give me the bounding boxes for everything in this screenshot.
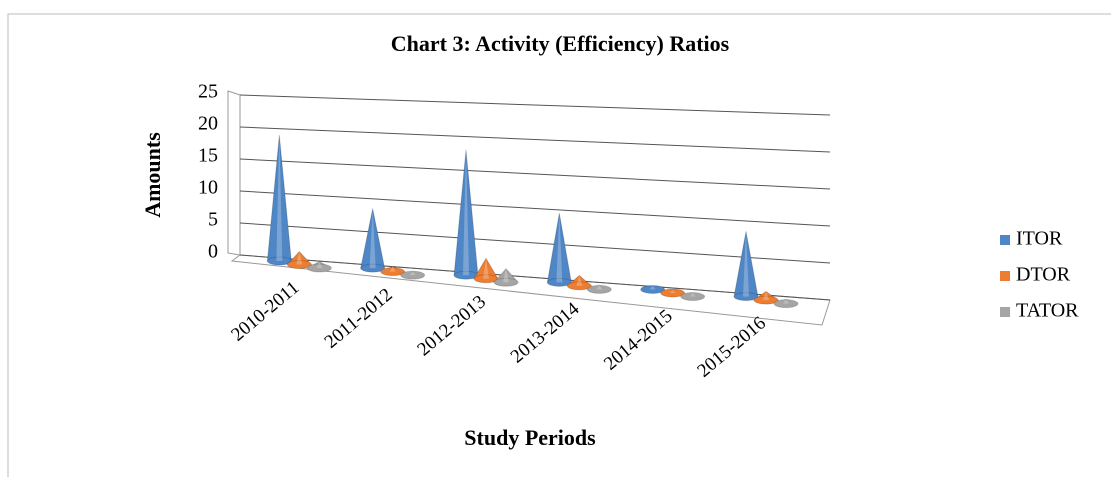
legend-label: DTOR <box>1016 264 1071 286</box>
grid-line <box>239 158 831 190</box>
cone <box>640 284 666 294</box>
cone-base <box>493 277 519 287</box>
cone-highlight <box>649 285 656 290</box>
x-tick-label: 2010-2011 <box>227 277 303 346</box>
legend-swatch <box>1000 271 1010 281</box>
legend-swatch <box>1000 235 1010 245</box>
y-tick-label: 5 <box>208 209 218 231</box>
cone-highlight <box>389 266 396 272</box>
side-wall <box>227 90 241 256</box>
cone-highlight <box>503 268 509 283</box>
cone <box>733 231 759 302</box>
frame <box>7 13 1111 477</box>
cone-highlight <box>463 149 469 276</box>
cone <box>306 260 332 273</box>
x-tick-label: 2014-2015 <box>600 306 677 375</box>
cone <box>286 250 313 270</box>
cone-base <box>286 260 312 270</box>
cone <box>400 270 426 280</box>
cone-base <box>380 267 406 277</box>
cone <box>546 212 572 287</box>
cone-highlight <box>596 285 603 290</box>
cone-base <box>586 284 612 294</box>
cone-base <box>733 292 759 302</box>
cone-highlight <box>276 134 283 261</box>
cone-highlight <box>743 231 749 297</box>
cone-base <box>400 270 426 280</box>
x-tick-label: 2011-2012 <box>321 284 397 353</box>
cone <box>492 267 520 287</box>
cone <box>680 292 706 302</box>
x-tick-label: 2015-2016 <box>693 313 770 382</box>
cone-highlight <box>296 251 303 265</box>
grid-line <box>239 126 831 153</box>
cone <box>380 265 406 277</box>
cone-highlight <box>763 291 769 301</box>
grid-line <box>239 190 831 227</box>
cone <box>660 288 686 298</box>
cone-highlight <box>483 258 489 279</box>
x-tick-label: 2012-2013 <box>413 291 490 360</box>
cone <box>752 290 780 305</box>
cone <box>565 274 593 291</box>
y-tick-label: 20 <box>198 113 218 135</box>
cone-base <box>640 284 666 294</box>
cone-base <box>660 288 686 298</box>
y-tick-label: 0 <box>208 241 218 263</box>
y-tick-label: 10 <box>198 177 218 199</box>
cone-base <box>773 299 799 309</box>
cone-base <box>566 281 592 291</box>
x-tick-label: 2013-2014 <box>507 298 584 367</box>
cone <box>773 298 799 309</box>
grid-line <box>239 222 831 264</box>
legend-label: TATOR <box>1016 300 1079 322</box>
cone <box>360 208 386 273</box>
grid-line <box>239 94 831 116</box>
cone-highlight <box>316 261 323 269</box>
cone-highlight <box>669 290 676 293</box>
cone-highlight <box>556 212 563 283</box>
x-axis-title: Study Periods <box>464 425 596 450</box>
y-axis-title: Amounts <box>140 132 165 218</box>
cone-base <box>546 277 572 287</box>
grid-line <box>239 254 831 301</box>
cone-highlight <box>689 292 696 297</box>
cone-highlight <box>783 299 789 304</box>
cone <box>586 284 612 294</box>
cone <box>266 134 292 266</box>
legend-swatch <box>1000 307 1010 317</box>
chart-title: Chart 3: Activity (Efficiency) Ratios <box>391 31 730 56</box>
y-tick-label: 25 <box>198 81 218 103</box>
cone-base <box>306 263 332 273</box>
cone-highlight <box>409 271 416 276</box>
cone <box>473 257 499 284</box>
cone <box>453 149 479 280</box>
cone-highlight <box>576 275 583 286</box>
legend-label: ITOR <box>1016 228 1063 250</box>
cone-highlight <box>369 208 376 269</box>
cone-base <box>753 295 779 305</box>
cone-base <box>360 263 386 273</box>
cone-base <box>680 292 706 302</box>
y-tick-label: 15 <box>198 145 218 167</box>
